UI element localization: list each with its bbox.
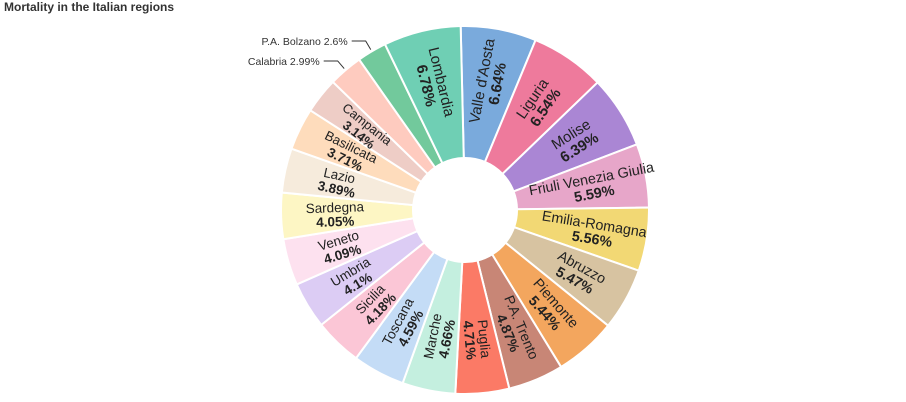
slice-label-sardegna: Sardegna4.05% — [305, 199, 365, 230]
slice-name: Sardegna — [305, 199, 364, 216]
callout-line-calabria — [323, 60, 345, 69]
callout-label-calabria: Calabria 2.99% — [248, 56, 320, 68]
slice-value: 5.56% — [571, 229, 614, 251]
slice-lombardia[interactable] — [383, 25, 465, 165]
slice-value: 5.59% — [573, 183, 616, 206]
slice-value: 4.05% — [316, 214, 355, 230]
callout-line-p-a-bolzano — [351, 40, 372, 50]
slice-name: Puglia — [475, 319, 495, 359]
callout-label-p-a-bolzano: P.A. Bolzano 2.6% — [261, 36, 347, 48]
chart-title: Mortality in the Italian regions — [4, 0, 175, 14]
donut-callouts: Calabria 2.99% P.A. Bolzano 2.6% — [248, 36, 372, 69]
slice-value: 4.71% — [460, 320, 480, 361]
slice-label-puglia: Puglia4.71% — [460, 318, 494, 360]
donut-slices — [280, 25, 650, 395]
slice-name: Lazio — [322, 165, 356, 187]
